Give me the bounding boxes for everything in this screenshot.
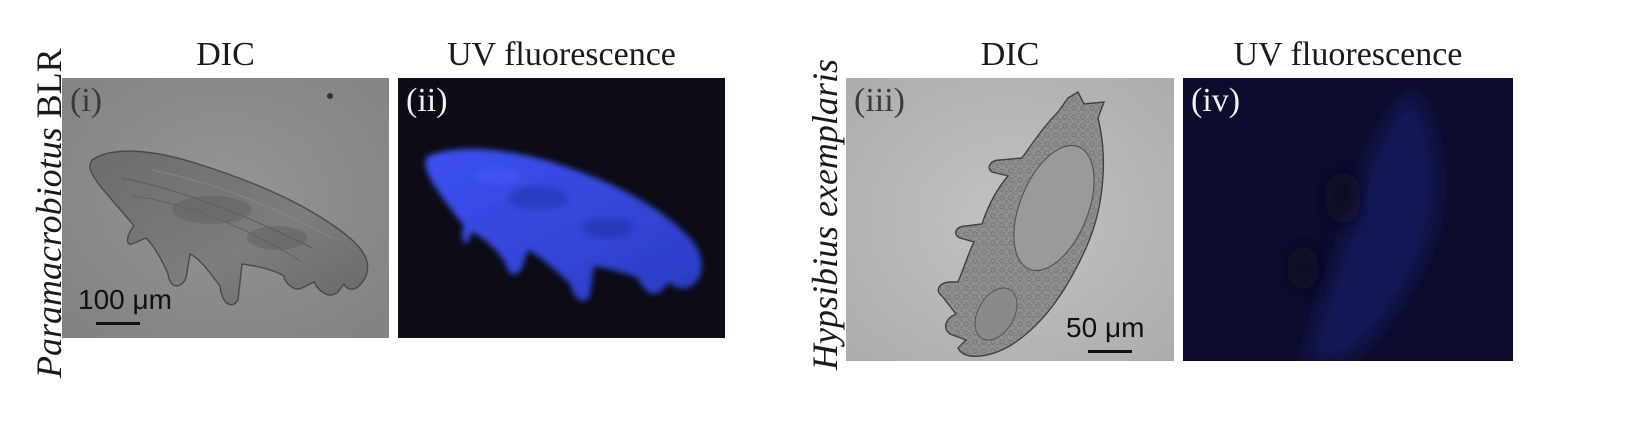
species-genus: Hypsibius exemplaris: [805, 59, 845, 370]
micrograph-panel-iii: (iii) 50 μm: [846, 78, 1174, 361]
scale-bar-50um: 50 μm: [1066, 312, 1145, 353]
scale-bar-unit: μm: [132, 284, 172, 315]
panel-tag: (ii): [406, 82, 448, 119]
column-title-dic-1: DIC: [196, 36, 255, 73]
micrograph-panel-ii: (ii): [398, 78, 725, 338]
column-title-dic-2: DIC: [980, 36, 1040, 73]
panel-tag: (iv): [1191, 82, 1241, 119]
dic-micrograph-paramacrobiotus: [62, 78, 389, 338]
scale-bar-line: [1088, 350, 1132, 353]
species-label-hypsibius: Hypsibius exemplaris: [804, 59, 846, 370]
dic-micrograph-hypsibius: [846, 78, 1174, 361]
scale-bar-unit: μm: [1104, 312, 1145, 343]
scale-bar-line: [96, 322, 140, 325]
uv-micrograph-paramacrobiotus: [398, 78, 725, 338]
scale-bar-100um: 100 μm: [78, 284, 172, 325]
scale-bar-value: 100: [78, 284, 125, 315]
panel-tag: (iii): [854, 82, 905, 119]
micrograph-panel-iv: (iv): [1183, 78, 1513, 361]
column-title-uv-2: UV fluorescence: [1233, 36, 1463, 73]
uv-micrograph-hypsibius: [1183, 78, 1513, 361]
panel-tag: (i): [70, 82, 103, 119]
scale-bar-value: 50: [1066, 312, 1098, 343]
column-title-uv-1: UV fluorescence: [447, 36, 676, 73]
micrograph-panel-i: (i) 100 μm: [62, 78, 389, 338]
